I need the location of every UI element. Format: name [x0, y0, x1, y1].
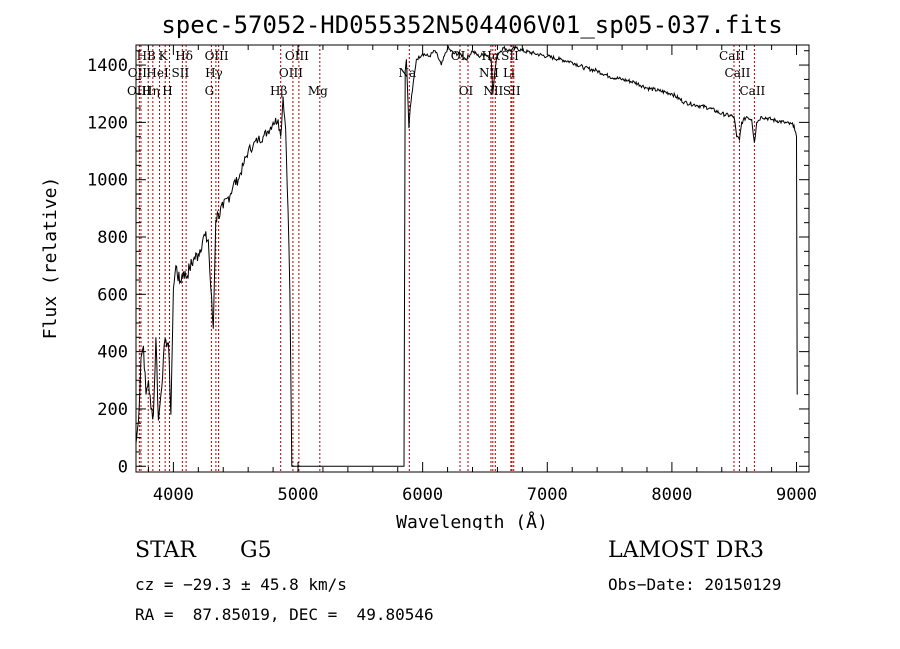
y-tick-label: 800 — [97, 228, 128, 248]
line-label-4: K — [159, 49, 169, 63]
object-class: STAR — [135, 538, 196, 563]
line-label-2: OIII — [127, 84, 151, 98]
chart-title: spec-57052-HD055352N504406V01_sp05-037.f… — [161, 11, 782, 39]
object-subclass: G5 — [240, 538, 272, 563]
line-label-17: OI — [451, 49, 466, 63]
line-label-23: Li — [503, 66, 515, 80]
y-tick-label: 1000 — [87, 171, 128, 191]
observation-date: Obs−Date: 20150129 — [608, 575, 782, 594]
line-label-20: NII — [479, 66, 499, 80]
x-tick-label: 6000 — [402, 485, 443, 505]
y-axis-label: Flux (relative) — [40, 177, 61, 340]
line-label-18: OI — [459, 84, 474, 98]
spectrum-series-line — [135, 45, 798, 467]
line-label-11: G — [205, 84, 215, 98]
redshift-cz: cz = −29.3 ± 45.8 km/s — [135, 575, 347, 594]
line-label-1: OII — [128, 66, 148, 80]
x-tick-label: 5000 — [278, 485, 319, 505]
x-tick-label: 7000 — [527, 485, 568, 505]
spectrum-chart: spec-57052-HD055352N504406V01_sp05-037.f… — [40, 11, 817, 530]
x-tick-label: 8000 — [651, 485, 692, 505]
x-axis-ticks: 4000 5000 6000 7000 8000 9000 — [147, 45, 817, 505]
y-axis-ticks: 0 200 400 600 800 1000 1200 1400 — [87, 50, 809, 477]
line-label-22: SII — [501, 49, 519, 63]
line-label-19: Hα — [482, 49, 501, 63]
line-label-9: OIII — [205, 49, 229, 63]
line-label-27: CaII — [739, 84, 765, 98]
line-label-12: OIII — [285, 49, 309, 63]
line-label-0: HB — [137, 49, 156, 63]
y-tick-label: 1200 — [87, 113, 128, 133]
y-tick-label: 0 — [118, 457, 128, 477]
line-label-15: Mg — [308, 84, 328, 98]
line-label-5: HeI — [146, 66, 169, 80]
line-label-8: SII — [172, 66, 190, 80]
line-label-6: H — [162, 84, 172, 98]
line-label-7: Hδ — [175, 49, 193, 63]
line-label-24: SII — [503, 84, 521, 98]
x-tick-label: 9000 — [776, 485, 817, 505]
line-label-3: Hη — [142, 84, 160, 98]
y-tick-label: 600 — [97, 285, 128, 305]
line-label-13: OIII — [279, 66, 303, 80]
survey-name: LAMOST DR3 — [608, 538, 764, 563]
line-label-14: Hβ — [270, 84, 287, 98]
x-axis-label: Wavelength (Å) — [396, 511, 548, 530]
line-label-26: CaII — [725, 66, 751, 80]
y-tick-label: 200 — [97, 400, 128, 420]
x-tick-label: 4000 — [153, 485, 194, 505]
y-tick-label: 1400 — [87, 56, 128, 76]
line-label-10: Hγ — [205, 66, 223, 80]
y-tick-label: 400 — [97, 343, 128, 363]
ra-dec: RA = 87.85019, DEC = 49.80546 — [135, 605, 434, 624]
line-label-25: CaII — [719, 49, 745, 63]
